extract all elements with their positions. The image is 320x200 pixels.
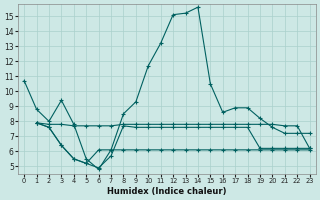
X-axis label: Humidex (Indice chaleur): Humidex (Indice chaleur) [107,187,227,196]
